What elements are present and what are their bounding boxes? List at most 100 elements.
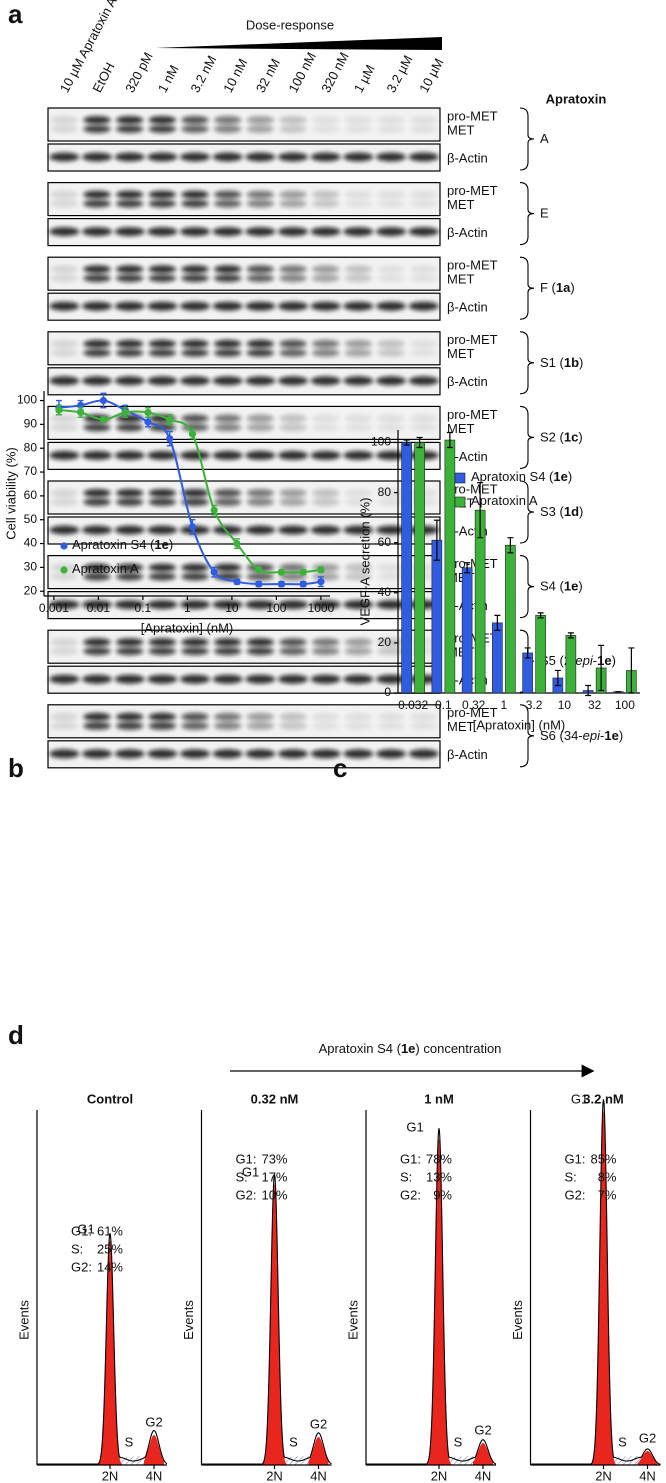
- text-segment: 1e: [604, 728, 618, 743]
- band-actin: [114, 674, 145, 684]
- error-bar: [494, 614, 501, 631]
- band-met: [115, 647, 144, 656]
- compound-label: S2 (1c): [540, 430, 583, 445]
- bar: [444, 439, 456, 694]
- band-pro-met: [148, 712, 177, 721]
- band-met: [181, 199, 209, 208]
- band-actin: [245, 376, 276, 386]
- band-pro-met: [344, 339, 373, 348]
- actin-label: β-Actin: [447, 150, 488, 165]
- band-actin: [310, 450, 341, 460]
- blot-met: [47, 331, 441, 366]
- band-pro-met: [213, 489, 242, 497]
- band-pro-met: [246, 489, 275, 497]
- blot-actin: [47, 143, 441, 172]
- band-met: [115, 348, 144, 357]
- band-pro-met: [311, 265, 340, 274]
- band-actin: [310, 749, 341, 759]
- band-pro-met: [115, 712, 144, 721]
- error-bar: [567, 632, 574, 639]
- blot-actin: [47, 516, 441, 545]
- band-met: [181, 125, 209, 133]
- band-actin: [277, 600, 309, 610]
- band-met: [409, 125, 438, 133]
- legend-marker: [60, 542, 68, 550]
- pro-met-label: pro-MET: [447, 481, 498, 496]
- text-segment: F (: [540, 281, 557, 296]
- compound-label: F (1a): [540, 281, 575, 296]
- band-pro-met: [213, 414, 242, 423]
- band-met: [50, 125, 79, 133]
- brace: [519, 704, 535, 768]
- y-tick-label: 20: [378, 635, 392, 649]
- bar: [565, 635, 577, 694]
- x-tick-label: 2N: [595, 1468, 612, 1483]
- band-pro-met: [83, 265, 111, 274]
- peak-label: G1: [242, 1164, 259, 1179]
- error-bar: [446, 431, 453, 449]
- x-tick-label: 3.2: [526, 698, 543, 712]
- band-actin: [212, 600, 243, 610]
- band-met: [83, 721, 111, 730]
- band-pro-met: [213, 638, 242, 647]
- band-actin: [179, 152, 211, 162]
- text-segment: Apratoxin A: [471, 493, 538, 508]
- band-pro-met: [246, 190, 275, 199]
- text-segment: ): [579, 355, 583, 370]
- text-segment: ): [568, 469, 572, 484]
- blot-actin: [47, 367, 441, 396]
- band-met: [279, 199, 307, 208]
- stat-phase: G1:: [236, 1151, 257, 1166]
- y-tick-label: 50: [24, 512, 38, 526]
- text-segment: S2 (: [540, 430, 565, 445]
- band-met: [377, 498, 405, 506]
- lane-label: 3.2 nM: [187, 53, 219, 95]
- band-actin: [49, 674, 80, 684]
- peak-label: G1: [77, 1221, 94, 1236]
- band-met: [50, 572, 79, 581]
- x-tick-label: 2N: [102, 1468, 119, 1483]
- band-actin: [179, 376, 211, 386]
- band-pro-met: [246, 712, 275, 721]
- text-segment: ): [578, 579, 582, 594]
- x-tick-label: 4N: [146, 1468, 163, 1483]
- x-tick-label: 1: [501, 698, 508, 712]
- band-actin: [49, 227, 80, 237]
- arrow-label: Apratoxin S4 (1e) concentration: [319, 1041, 502, 1056]
- band-pro-met: [377, 414, 405, 423]
- band-pro-met: [279, 190, 307, 199]
- histogram-outline: [201, 1174, 332, 1465]
- lane-label: 10 µM Apratoxin A: [57, 0, 120, 95]
- band-actin: [408, 152, 439, 162]
- band-met: [344, 498, 373, 506]
- error-bar: [524, 647, 531, 659]
- band-pro-met: [409, 414, 438, 423]
- band-actin: [277, 301, 309, 311]
- band-actin: [147, 152, 178, 162]
- panel-title: 0.32 nM: [251, 1091, 299, 1106]
- band-actin: [147, 450, 178, 460]
- band-actin: [212, 450, 243, 460]
- stat-phase: G1:: [400, 1151, 421, 1166]
- band-met: [246, 274, 275, 283]
- data-point: [144, 418, 152, 426]
- band-pro-met: [181, 265, 209, 274]
- band-actin: [147, 301, 178, 311]
- data-point: [121, 408, 129, 417]
- band-met: [181, 721, 209, 730]
- band-actin: [343, 301, 374, 311]
- text-segment: ): [570, 281, 574, 296]
- band-met: [279, 125, 307, 133]
- band-met: [377, 423, 405, 432]
- stat-value: 8%: [598, 1169, 617, 1184]
- band-pro-met: [50, 339, 79, 348]
- compound-label: S4 (1e): [540, 579, 583, 594]
- band-met: [148, 348, 177, 357]
- x-tick-label: 1: [184, 601, 191, 615]
- band-actin: [49, 376, 80, 386]
- band-pro-met: [83, 638, 111, 647]
- band-actin: [277, 749, 309, 759]
- band-pro-met: [181, 563, 209, 572]
- text-segment: 1e: [564, 579, 578, 594]
